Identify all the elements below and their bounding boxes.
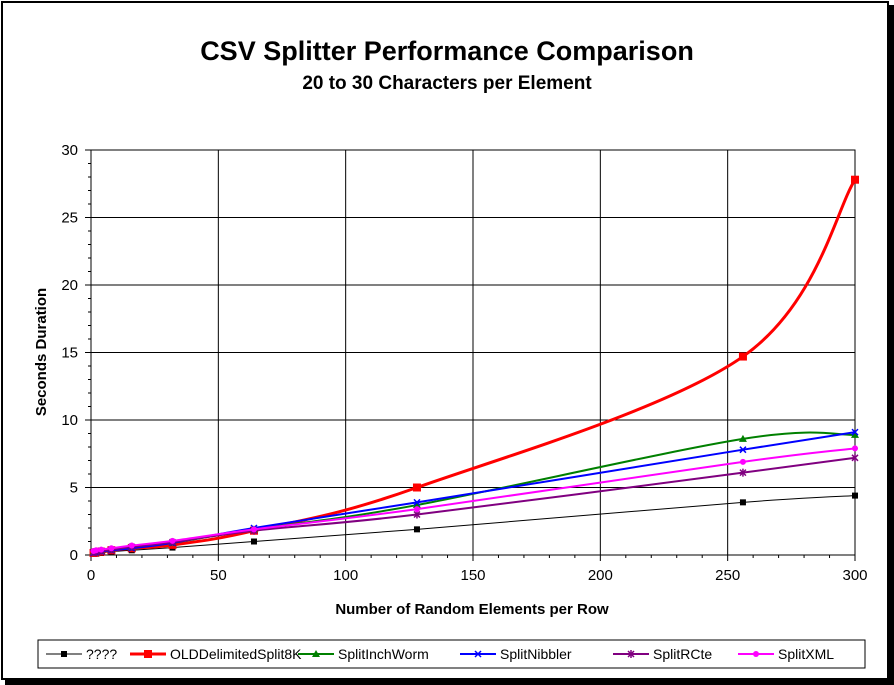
legend-label: OLDDelimitedSplit8K [170, 646, 302, 662]
series-splitxml [90, 445, 858, 554]
legend-label: SplitInchWorm [338, 646, 429, 662]
x-tick-label: 150 [460, 567, 485, 584]
legend-item: OLDDelimitedSplit8K [130, 646, 302, 662]
x-tick-label: 300 [842, 567, 867, 584]
y-tick-label: 0 [70, 547, 78, 564]
x-tick-label: 200 [588, 567, 613, 584]
legend-label: SplitRCte [653, 646, 712, 662]
x-tick-label: 100 [333, 567, 358, 584]
legend-item: SplitXML [738, 646, 834, 662]
y-tick-label: 20 [61, 277, 78, 294]
data-point [128, 542, 135, 549]
data-point [739, 468, 747, 477]
legend-marker [312, 650, 320, 657]
legend-label: ???? [86, 646, 117, 662]
y-tick-label: 10 [61, 412, 78, 429]
data-point [852, 492, 858, 499]
data-point [851, 430, 859, 438]
data-point [413, 498, 421, 506]
data-point [93, 547, 100, 554]
data-point [739, 458, 746, 465]
x-tick-label: 50 [210, 567, 227, 584]
data-point [851, 175, 859, 184]
data-point [851, 428, 859, 436]
data-point [852, 445, 858, 452]
legend-marker [753, 651, 759, 657]
data-point [108, 545, 115, 552]
chart-title: CSV Splitter Performance Comparison [200, 36, 694, 66]
data-point [412, 501, 421, 509]
y-axis-label: Seconds Duration [33, 288, 50, 416]
legend-item: SplitRCte [613, 646, 712, 662]
legend-item: ???? [46, 646, 117, 662]
y-tick-label: 30 [61, 142, 78, 159]
x-tick-label: 250 [715, 567, 740, 584]
y-tick-label: 5 [70, 480, 78, 497]
data-point [413, 506, 420, 513]
legend-label: SplitNibbler [500, 646, 572, 662]
data-point [413, 526, 420, 533]
legend-marker [474, 650, 482, 658]
legend-marker [144, 650, 152, 658]
data-point [851, 453, 859, 462]
y-tick-label: 25 [61, 210, 78, 227]
data-point [738, 352, 747, 361]
data-point [169, 537, 176, 544]
data-point [250, 526, 257, 533]
data-point [738, 434, 747, 442]
data-point [412, 483, 421, 492]
x-tick-label: 0 [87, 567, 95, 584]
y-tick-label: 15 [61, 345, 78, 362]
legend-box [37, 639, 866, 669]
data-point [250, 538, 257, 545]
data-point [739, 499, 746, 506]
legend-item: SplitNibbler [460, 646, 572, 662]
legend: ???? OLDDelimitedSplit8K SplitInchWorm Spli… [37, 639, 866, 669]
data-point [739, 446, 747, 454]
x-axis-label: Number of Random Elements per Row [335, 601, 609, 618]
legend-marker [61, 651, 67, 657]
data-point [98, 546, 105, 553]
chart-subtitle: 20 to 30 Characters per Element [302, 73, 592, 94]
plot-area: 0 50 100 150 200 250 300 0 5 10 15 20 25 30 [61, 142, 867, 584]
legend-item: SplitInchWorm [298, 646, 429, 662]
legend-label: SplitXML [778, 646, 834, 662]
legend-marker [627, 650, 635, 658]
